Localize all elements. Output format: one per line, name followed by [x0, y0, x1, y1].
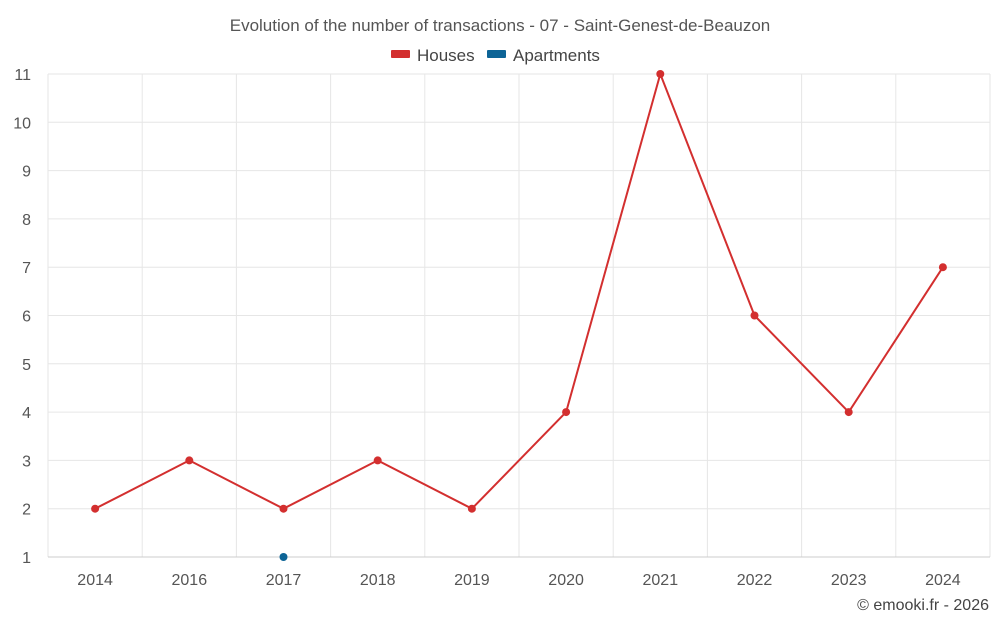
y-tick-label: 1	[22, 550, 31, 567]
y-tick-label: 2	[22, 502, 31, 519]
data-point-houses[interactable]	[938, 263, 947, 272]
x-tick-label: 2019	[454, 572, 490, 589]
x-tick-label: 2024	[925, 572, 961, 589]
x-tick-label: 2023	[831, 572, 867, 589]
legend-label-houses: Houses	[417, 46, 475, 65]
y-tick-label: 3	[22, 453, 31, 470]
series-line-houses	[94, 73, 944, 510]
y-tick-label: 6	[22, 309, 31, 326]
legend-swatch-houses	[391, 50, 410, 58]
x-tick-label: 2020	[548, 572, 584, 589]
y-tick-label: 5	[22, 357, 31, 374]
x-tick-label: 2018	[360, 572, 396, 589]
series-apartments	[279, 553, 288, 561]
data-point-houses[interactable]	[279, 504, 288, 513]
x-tick-label: 2016	[172, 572, 208, 589]
legend-swatch-apartments	[487, 50, 506, 58]
series-houses	[91, 70, 947, 513]
gridlines	[47, 73, 991, 558]
data-point-houses[interactable]	[656, 70, 665, 78]
data-point-houses[interactable]	[844, 408, 853, 417]
x-tick-label: 2017	[266, 572, 302, 589]
y-tick-label: 7	[22, 260, 31, 277]
data-point-apartments[interactable]	[279, 553, 288, 561]
y-tick-label: 8	[22, 212, 31, 229]
y-tick-label: 10	[13, 115, 31, 132]
legend: Houses Apartments	[391, 46, 600, 65]
x-tick-label: 2021	[643, 572, 679, 589]
data-point-houses[interactable]	[562, 408, 571, 417]
x-axis-ticks: 2014 2016 2017 2018 2019 2020 2021 2022 2023 2024	[77, 572, 960, 589]
data-point-houses[interactable]	[373, 456, 382, 465]
chart-title: Evolution of the number of transactions …	[230, 16, 771, 35]
data-point-houses[interactable]	[467, 504, 476, 513]
legend-item-houses[interactable]: Houses	[391, 46, 475, 65]
y-tick-label: 4	[22, 405, 31, 422]
x-tick-label: 2022	[737, 572, 773, 589]
y-axis-ticks: 1 2 3 4 5 6 7 8 9 10 11	[13, 67, 31, 567]
series-layer	[91, 70, 947, 561]
y-tick-label: 11	[14, 67, 31, 84]
data-point-houses[interactable]	[750, 311, 759, 320]
legend-label-apartments: Apartments	[513, 46, 600, 65]
credit-text: © emooki.fr - 2026	[857, 597, 989, 614]
legend-item-apartments[interactable]: Apartments	[487, 46, 600, 65]
y-tick-label: 9	[22, 164, 31, 181]
data-point-houses[interactable]	[91, 504, 100, 513]
x-tick-label: 2014	[77, 572, 113, 589]
data-point-houses[interactable]	[185, 456, 194, 465]
